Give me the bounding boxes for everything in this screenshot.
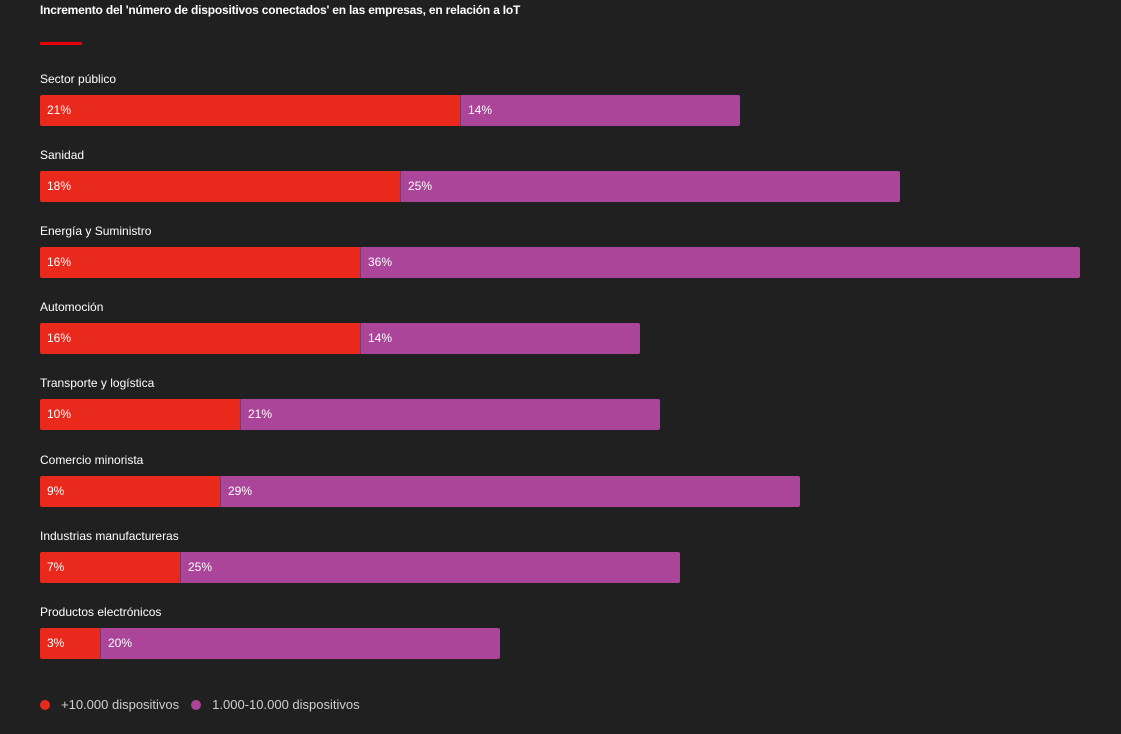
bar-segment-series-1[interactable]: 18%	[40, 171, 400, 202]
bar-segment-series-2[interactable]: 29%	[220, 476, 800, 507]
category-label: Industrias manufactureras	[40, 529, 179, 543]
bar-segment-series-1[interactable]: 10%	[40, 399, 240, 430]
category-label: Productos electrónicos	[40, 605, 162, 619]
chart-title: Incremento del 'número de dispositivos c…	[40, 3, 521, 17]
category-label: Automoción	[40, 300, 104, 314]
legend-dot-series-2	[191, 699, 202, 710]
category-label: Energía y Suministro	[40, 224, 152, 238]
bar-segment-series-1[interactable]: 7%	[40, 552, 180, 583]
chart-legend: +10.000 dispositivos 1.000-10.000 dispos…	[40, 697, 372, 712]
bar-segment-series-2[interactable]: 14%	[360, 323, 640, 354]
legend-item-series-1[interactable]: +10.000 dispositivos	[40, 697, 179, 712]
bar-segment-series-1[interactable]: 16%	[40, 247, 360, 278]
category-label: Comercio minorista	[40, 453, 144, 467]
legend-label-series-2: 1.000-10.000 dispositivos	[212, 697, 360, 712]
bar-segment-series-1[interactable]: 21%	[40, 95, 460, 126]
bar-segment-series-1[interactable]: 9%	[40, 476, 220, 507]
bar-segment-series-2[interactable]: 36%	[360, 247, 1080, 278]
title-underline	[40, 42, 82, 45]
bar-segment-series-2[interactable]: 21%	[240, 399, 660, 430]
bar-segment-series-2[interactable]: 14%	[460, 95, 740, 126]
legend-item-series-2[interactable]: 1.000-10.000 dispositivos	[191, 697, 360, 712]
category-label: Sector público	[40, 72, 117, 86]
category-label: Sanidad	[40, 148, 85, 162]
bar-segment-series-1[interactable]: 16%	[40, 323, 360, 354]
bar-segment-series-1[interactable]: 3%	[40, 628, 100, 659]
legend-dot-series-1	[40, 699, 50, 710]
bar-segment-series-2[interactable]: 20%	[100, 628, 500, 659]
bar-segment-series-2[interactable]: 25%	[400, 171, 900, 202]
legend-label-series-1: +10.000 dispositivos	[61, 697, 180, 712]
bar-segment-series-2[interactable]: 25%	[180, 552, 680, 583]
category-label: Transporte y logística	[40, 376, 155, 390]
